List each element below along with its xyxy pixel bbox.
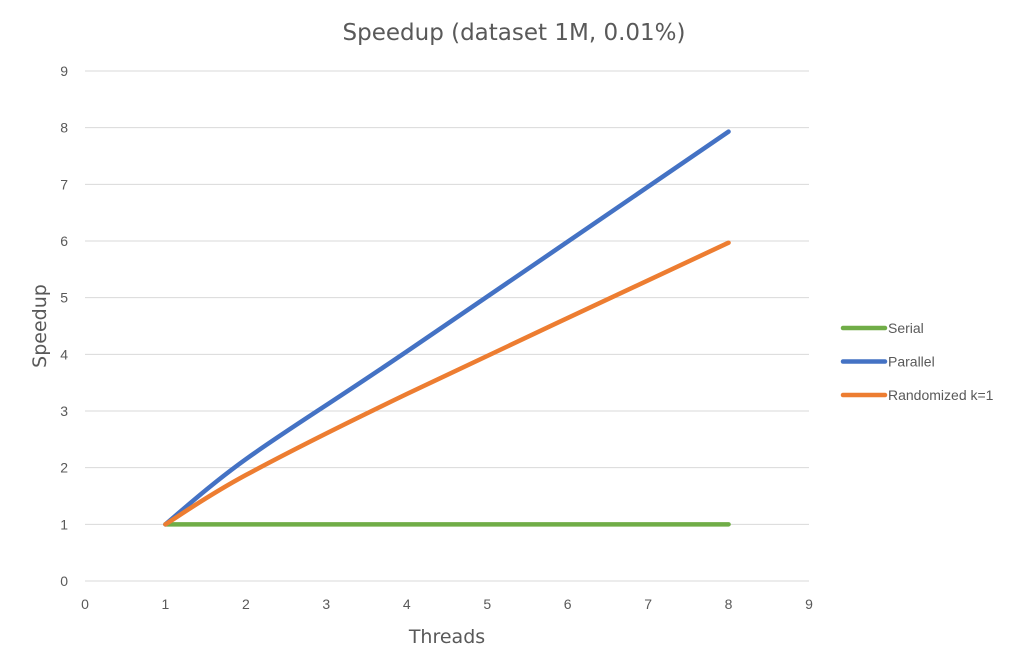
- y-tick-label: 1: [60, 516, 68, 532]
- x-tick-label: 6: [564, 596, 572, 612]
- chart-title: Speedup (dataset 1M, 0.01%): [343, 20, 686, 46]
- x-tick-label: 8: [725, 596, 733, 612]
- y-tick-label: 4: [60, 346, 68, 362]
- x-tick-label: 3: [322, 596, 330, 612]
- x-tick-label: 2: [242, 596, 250, 612]
- series-line-randomized-k-1: [163, 240, 731, 527]
- x-tick-label: 1: [162, 596, 170, 612]
- y-tick-label: 7: [60, 176, 68, 192]
- series-line-parallel: [163, 129, 731, 527]
- x-tick-label: 4: [403, 596, 411, 612]
- legend: Serial Parallel Randomized k=1: [840, 320, 994, 403]
- tick-labels: 0 1 2 3 4 5 6 7 8 9 0 1 2 3 4 5 6 7 8 9: [60, 63, 813, 612]
- x-axis-title: Threads: [408, 626, 485, 648]
- legend-label-parallel: Parallel: [888, 354, 935, 370]
- y-tick-label: 6: [60, 233, 68, 249]
- y-tick-label: 9: [60, 63, 68, 79]
- y-tick-label: 3: [60, 403, 68, 419]
- legend-label-serial: Serial: [888, 320, 924, 336]
- y-tick-label: 5: [60, 290, 68, 306]
- series-lines: [163, 129, 731, 527]
- x-tick-label: 5: [483, 596, 491, 612]
- y-tick-label: 2: [60, 460, 68, 476]
- x-tick-label: 7: [644, 596, 652, 612]
- x-tick-label: 9: [805, 596, 813, 612]
- y-tick-label: 0: [60, 573, 68, 589]
- y-axis-title: Speedup: [29, 284, 51, 368]
- x-tick-label: 0: [81, 596, 89, 612]
- y-tick-label: 8: [60, 120, 68, 136]
- legend-label-randomized-k-1: Randomized k=1: [888, 387, 994, 403]
